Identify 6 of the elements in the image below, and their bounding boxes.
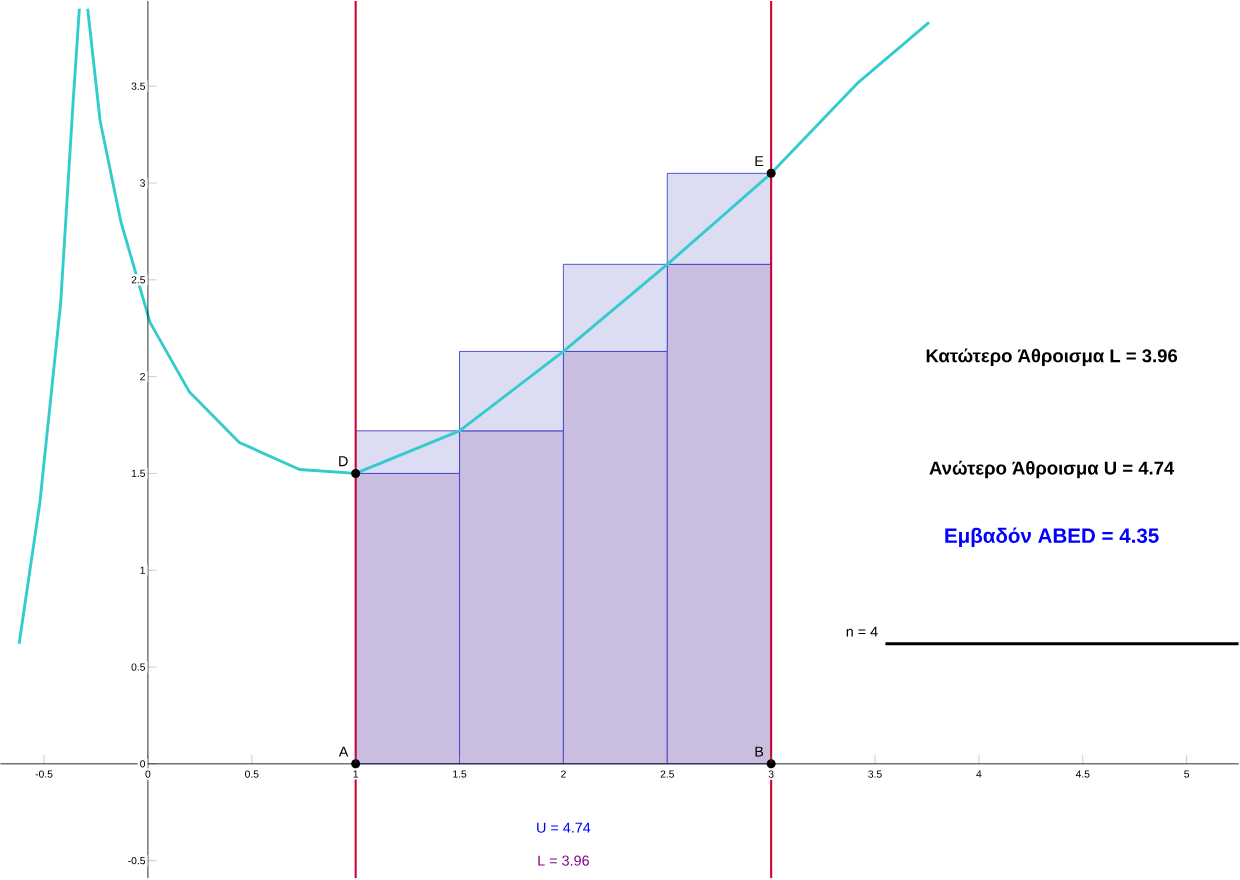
annotation: Ανώτερο Άθροισμα U = 4.74 [929, 461, 1175, 479]
annotation: Κατώτερο Άθροισμα L = 3.96 [926, 348, 1178, 367]
line-series [17, 7, 81, 646]
point [351, 469, 361, 479]
annotation: Εμβαδόν ABED = 4.35 [945, 528, 1159, 548]
point [766, 169, 776, 179]
